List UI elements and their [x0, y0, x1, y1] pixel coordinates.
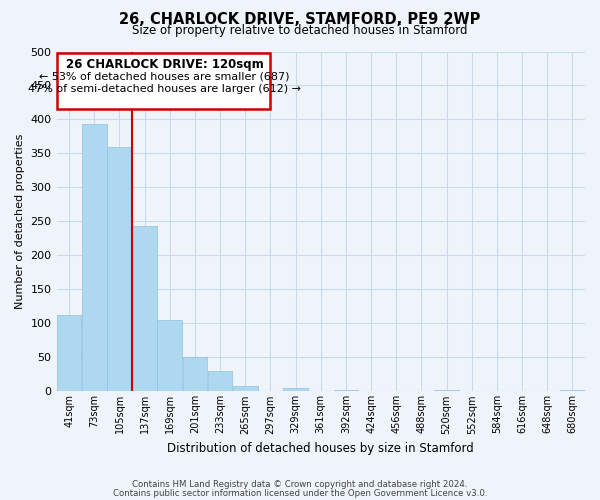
Bar	[132, 226, 157, 392]
Bar	[208, 371, 232, 392]
Text: ← 53% of detached houses are smaller (687): ← 53% of detached houses are smaller (68…	[40, 72, 290, 82]
Y-axis label: Number of detached properties: Number of detached properties	[15, 134, 25, 309]
Text: 47% of semi-detached houses are larger (612) →: 47% of semi-detached houses are larger (…	[28, 84, 301, 94]
Text: Contains HM Land Registry data © Crown copyright and database right 2024.: Contains HM Land Registry data © Crown c…	[132, 480, 468, 489]
Bar	[107, 146, 132, 392]
Text: 26, CHARLOCK DRIVE, STAMFORD, PE9 2WP: 26, CHARLOCK DRIVE, STAMFORD, PE9 2WP	[119, 12, 481, 28]
Bar	[560, 390, 585, 392]
Bar	[56, 53, 271, 110]
X-axis label: Distribution of detached houses by size in Stamford: Distribution of detached houses by size …	[167, 442, 474, 455]
Bar	[233, 386, 257, 392]
Bar	[57, 316, 82, 392]
Text: Size of property relative to detached houses in Stamford: Size of property relative to detached ho…	[132, 24, 468, 37]
Bar	[82, 124, 107, 392]
Bar	[283, 388, 308, 392]
Bar	[434, 390, 459, 392]
Text: 26 CHARLOCK DRIVE: 120sqm: 26 CHARLOCK DRIVE: 120sqm	[66, 58, 263, 70]
Bar	[334, 390, 358, 392]
Bar	[182, 358, 207, 392]
Bar	[157, 320, 182, 392]
Text: Contains public sector information licensed under the Open Government Licence v3: Contains public sector information licen…	[113, 489, 487, 498]
